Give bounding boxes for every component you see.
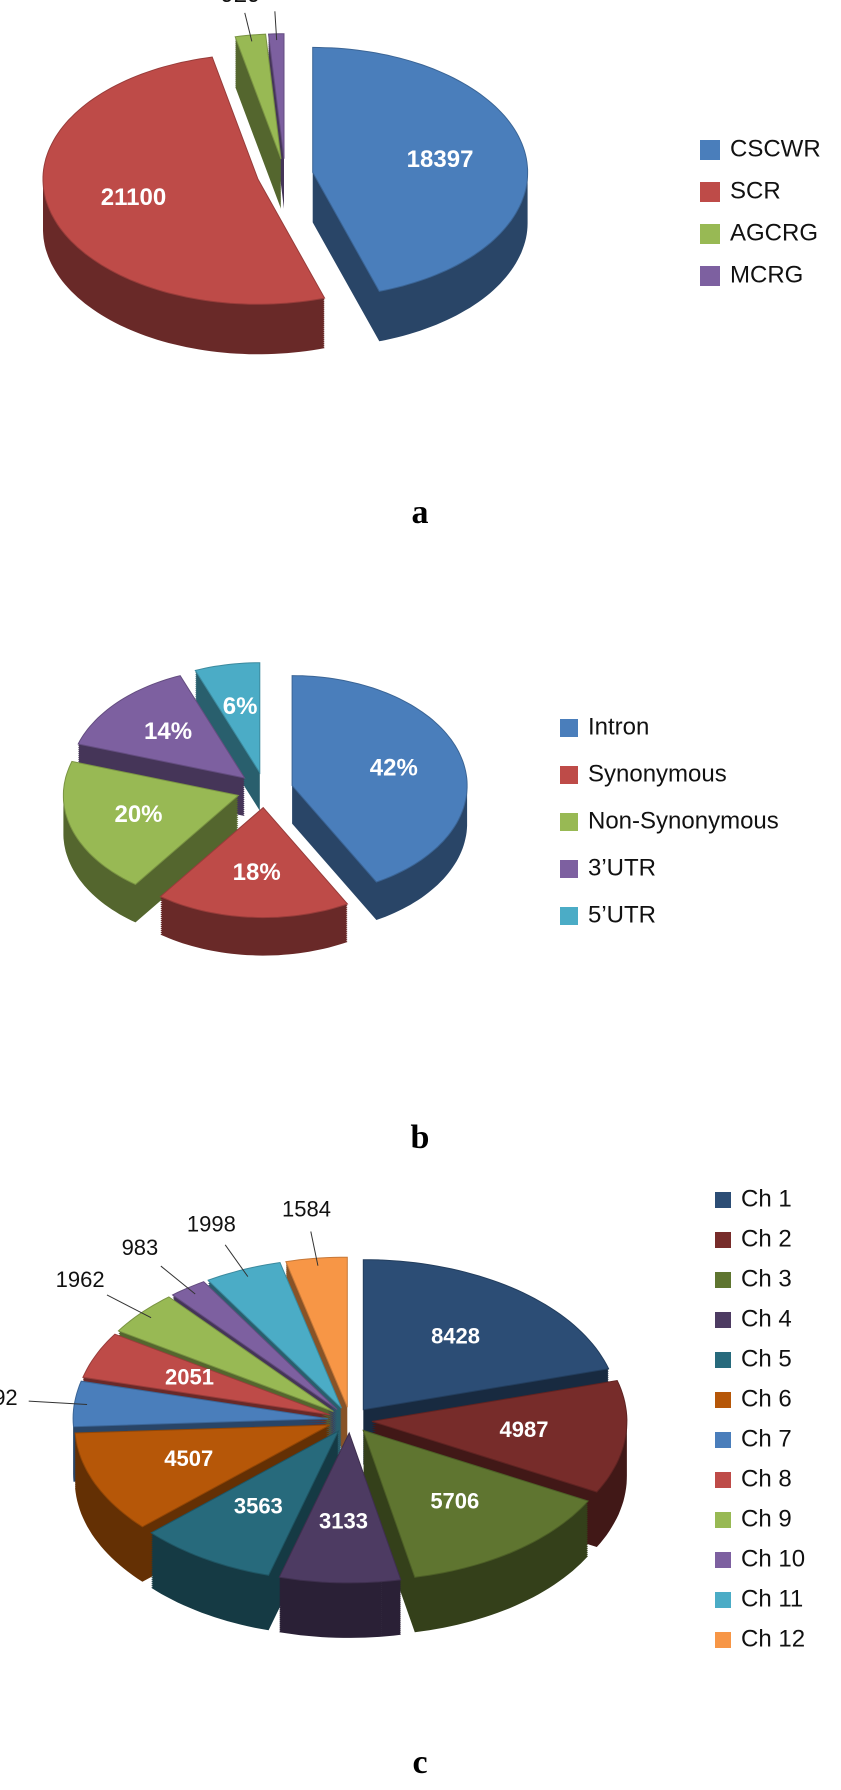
data-label: 929 — [220, 0, 260, 8]
data-label: 14% — [144, 718, 192, 745]
legend-label: Ch 12 — [741, 1625, 805, 1652]
slice — [194, 662, 261, 775]
slice — [291, 675, 468, 883]
legend-label: Ch 7 — [741, 1425, 792, 1452]
data-label: 21100 — [101, 184, 166, 211]
data-label: 2051 — [165, 1365, 214, 1390]
slice — [362, 1259, 610, 1411]
legend-swatch — [715, 1312, 731, 1328]
legend-label: 3’UTR — [588, 854, 656, 881]
legend-label: 5’UTR — [588, 901, 656, 928]
data-label: 4987 — [500, 1417, 549, 1442]
slice — [77, 675, 246, 779]
legend-label: Ch 1 — [741, 1185, 792, 1212]
data-label: 1962 — [56, 1267, 105, 1292]
caption: a — [412, 494, 429, 531]
legend-label: Non-Synonymous — [588, 807, 779, 834]
data-label: 3563 — [234, 1493, 283, 1518]
data-label: 20% — [114, 801, 162, 828]
legend-swatch — [715, 1392, 731, 1408]
slice — [42, 56, 326, 305]
legend-swatch — [715, 1552, 731, 1568]
legend-label: MCRG — [730, 261, 803, 288]
legend-label: Ch 4 — [741, 1305, 792, 1332]
legend-swatch — [715, 1192, 731, 1208]
legend-label: Ch 8 — [741, 1465, 792, 1492]
slice — [371, 1379, 628, 1493]
leader-line — [310, 1231, 319, 1266]
legend-label: Synonymous — [588, 760, 727, 787]
slice — [312, 46, 529, 292]
data-label: 42% — [370, 755, 418, 782]
legend-swatch — [560, 719, 578, 737]
data-label: 8428 — [431, 1324, 480, 1349]
legend-swatch — [700, 224, 720, 244]
legend-label: CSCWR — [730, 135, 821, 162]
slice — [150, 1429, 340, 1576]
legend-swatch — [700, 266, 720, 286]
leader-line — [224, 1244, 249, 1277]
data-label: 1998 — [187, 1211, 236, 1236]
legend-label: Ch 9 — [741, 1505, 792, 1532]
legend-swatch — [715, 1232, 731, 1248]
legend-swatch — [715, 1472, 731, 1488]
legend-swatch — [715, 1632, 731, 1648]
legend-label: SCR — [730, 177, 781, 204]
legend-swatch — [700, 140, 720, 160]
data-label: 3133 — [319, 1509, 368, 1534]
legend-swatch — [560, 813, 578, 831]
data-label: 5706 — [430, 1488, 479, 1513]
data-label: 983 — [122, 1235, 159, 1260]
data-label: 1584 — [282, 1196, 331, 1221]
caption: b — [411, 1119, 430, 1156]
leader-line — [274, 11, 278, 41]
legend-label: Ch 3 — [741, 1265, 792, 1292]
legend-label: Intron — [588, 713, 649, 740]
legend-swatch — [715, 1352, 731, 1368]
slice — [82, 1333, 330, 1416]
legend-label: AGCRG — [730, 219, 818, 246]
data-label: 6% — [223, 693, 258, 720]
legend-swatch — [560, 766, 578, 784]
legend-swatch — [715, 1272, 731, 1288]
legend-swatch — [700, 182, 720, 202]
legend-label: Ch 10 — [741, 1545, 805, 1572]
legend-swatch — [715, 1592, 731, 1608]
data-label: 4507 — [164, 1446, 213, 1471]
slice — [159, 806, 349, 919]
data-label: 468 — [254, 0, 294, 6]
legend-swatch — [560, 860, 578, 878]
legend-swatch — [560, 907, 578, 925]
slice — [278, 1431, 402, 1584]
leader-line — [244, 12, 253, 42]
data-label: 1992 — [0, 1385, 18, 1410]
data-label: 18397 — [407, 146, 474, 173]
caption: c — [412, 1744, 427, 1781]
leader-line — [160, 1265, 196, 1295]
legend-label: Ch 11 — [741, 1585, 803, 1612]
legend-label: Ch 6 — [741, 1385, 792, 1412]
legend-swatch — [715, 1512, 731, 1528]
legend-swatch — [715, 1432, 731, 1448]
slice — [62, 760, 240, 885]
slice — [74, 1424, 330, 1528]
leader-line — [28, 1400, 88, 1406]
slice — [362, 1429, 590, 1578]
leader-line — [106, 1294, 152, 1319]
legend-label: Ch 5 — [741, 1345, 792, 1372]
data-label: 18% — [233, 859, 281, 886]
legend-label: Ch 2 — [741, 1225, 792, 1252]
